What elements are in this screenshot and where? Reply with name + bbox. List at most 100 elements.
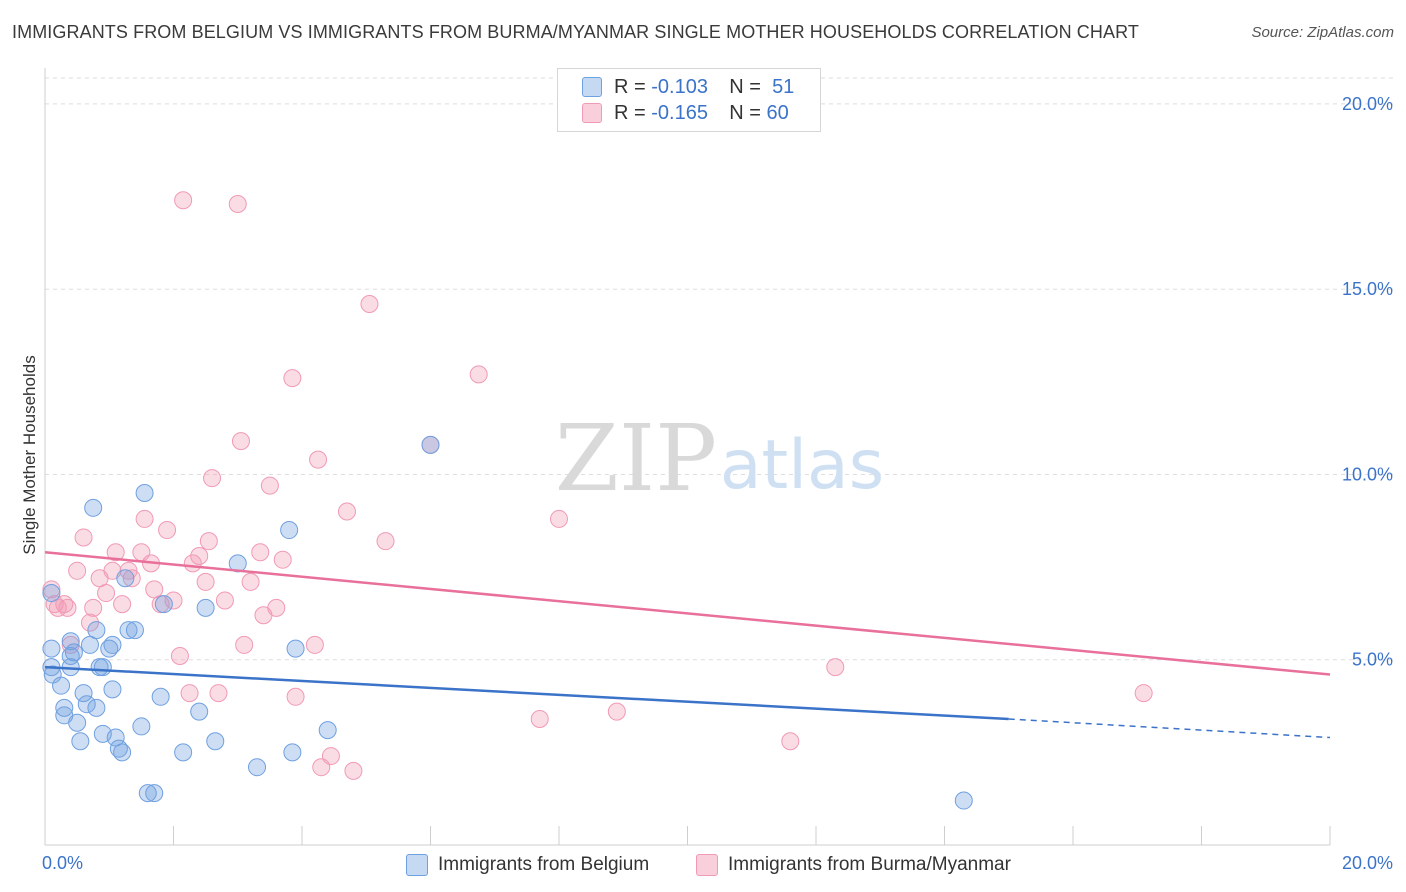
belgium-point bbox=[196, 598, 215, 617]
belgium-point bbox=[103, 680, 122, 699]
watermark-atlas: atlas bbox=[720, 426, 884, 505]
belgium-point bbox=[151, 687, 170, 706]
belgium-point bbox=[80, 635, 99, 654]
y-tick-label: 10.0% bbox=[1342, 464, 1393, 484]
burma-point bbox=[164, 591, 183, 610]
source-label: Source: ZipAtlas.com bbox=[1251, 24, 1394, 41]
belgium-point bbox=[106, 728, 125, 747]
burma-point bbox=[74, 528, 93, 547]
burma-legend-swatch bbox=[696, 854, 718, 876]
belgium-r-value: -0.103 bbox=[651, 75, 708, 98]
belgium-point bbox=[61, 632, 80, 651]
burma-point bbox=[97, 584, 116, 603]
belgium-point bbox=[280, 521, 299, 540]
belgium-point bbox=[174, 743, 193, 762]
burma-point bbox=[203, 469, 222, 488]
burma-point bbox=[607, 702, 626, 721]
burma-point bbox=[267, 598, 286, 617]
belgium-swatch bbox=[582, 77, 602, 97]
burma-point bbox=[781, 732, 800, 751]
legend-r-label: R = bbox=[614, 75, 646, 98]
burma-point bbox=[235, 635, 254, 654]
belgium-point bbox=[318, 721, 337, 740]
burma-point bbox=[1134, 684, 1153, 703]
burma-point bbox=[113, 595, 132, 614]
belgium-point bbox=[206, 732, 225, 751]
burma-point bbox=[135, 509, 154, 528]
belgium-point bbox=[286, 639, 305, 658]
burma-point bbox=[241, 572, 260, 591]
burma-point bbox=[360, 295, 379, 314]
watermark-zip: ZIP bbox=[555, 405, 717, 512]
belgium-point bbox=[248, 758, 267, 777]
belgium-point bbox=[154, 595, 173, 614]
belgium-point bbox=[77, 695, 96, 714]
x-tick-label-min: 0.0% bbox=[42, 853, 83, 873]
burma-point bbox=[106, 543, 125, 562]
burma-point bbox=[84, 598, 103, 617]
burma-point bbox=[251, 543, 270, 562]
burma-point bbox=[826, 658, 845, 677]
burma-point bbox=[80, 613, 99, 632]
belgium-point bbox=[954, 791, 973, 810]
belgium-legend-swatch bbox=[406, 854, 428, 876]
axis-labels: 5.0% 10.0% 15.0% 20.0% 0.0% 20.0% bbox=[42, 94, 1393, 873]
legend-n-label: N = bbox=[729, 75, 761, 98]
legend-row-belgium: R = -0.103 N = 51 bbox=[582, 75, 794, 99]
burma-n-value: 60 bbox=[766, 101, 789, 124]
belgium-point bbox=[87, 621, 106, 640]
belgium-point bbox=[145, 784, 164, 803]
belgium-trend-line bbox=[44, 665, 1009, 721]
belgium-point bbox=[87, 698, 106, 717]
burma-point bbox=[196, 572, 215, 591]
belgium-point bbox=[42, 639, 61, 658]
belgium-trend-extension bbox=[1008, 718, 1331, 739]
belgium-point bbox=[132, 717, 151, 736]
legend-item-burma[interactable]: Immigrants from Burma/Myanmar bbox=[696, 852, 1011, 878]
correlation-legend: R = -0.103 N = 51 R = -0.165 N = 60 bbox=[557, 68, 821, 132]
belgium-point bbox=[71, 732, 90, 751]
burma-point bbox=[199, 532, 218, 551]
burma-point bbox=[469, 365, 488, 384]
belgium-point bbox=[68, 713, 87, 732]
x-tick-label-max: 20.0% bbox=[1342, 853, 1393, 873]
y-axis-label: Single Mother Households bbox=[20, 355, 39, 554]
burma-point bbox=[68, 561, 87, 580]
belgium-legend-label: Immigrants from Belgium bbox=[438, 854, 650, 875]
series-belgium-points bbox=[42, 435, 973, 810]
burma-point bbox=[286, 687, 305, 706]
belgium-point bbox=[113, 743, 132, 762]
burma-point bbox=[190, 546, 209, 565]
belgium-point bbox=[135, 483, 154, 502]
legend-n-label: N = bbox=[729, 101, 761, 124]
burma-trend-line bbox=[44, 551, 1331, 676]
burma-point bbox=[321, 747, 340, 766]
burma-point bbox=[305, 635, 324, 654]
belgium-point bbox=[283, 743, 302, 762]
belgium-point bbox=[125, 621, 144, 640]
y-tick-label: 5.0% bbox=[1352, 650, 1393, 670]
burma-point bbox=[273, 550, 292, 569]
trend-lines bbox=[44, 551, 1331, 739]
belgium-point bbox=[55, 698, 74, 717]
burma-point bbox=[158, 521, 177, 540]
burma-point bbox=[58, 598, 77, 617]
legend-r-label: R = bbox=[614, 101, 646, 124]
axes bbox=[44, 68, 1331, 846]
belgium-point bbox=[228, 554, 247, 573]
burma-point bbox=[260, 476, 279, 495]
burma-point bbox=[376, 532, 395, 551]
burma-point bbox=[231, 432, 250, 451]
burma-point bbox=[283, 369, 302, 388]
burma-point bbox=[174, 191, 193, 210]
burma-point bbox=[550, 509, 568, 528]
burma-point bbox=[145, 580, 164, 599]
belgium-point bbox=[74, 684, 93, 703]
burma-point bbox=[209, 684, 228, 703]
belgium-point bbox=[116, 569, 135, 588]
burma-legend-label: Immigrants from Burma/Myanmar bbox=[728, 854, 1011, 875]
legend-item-belgium[interactable]: Immigrants from Belgium bbox=[406, 852, 649, 878]
burma-point bbox=[122, 569, 141, 588]
belgium-point bbox=[421, 435, 440, 454]
